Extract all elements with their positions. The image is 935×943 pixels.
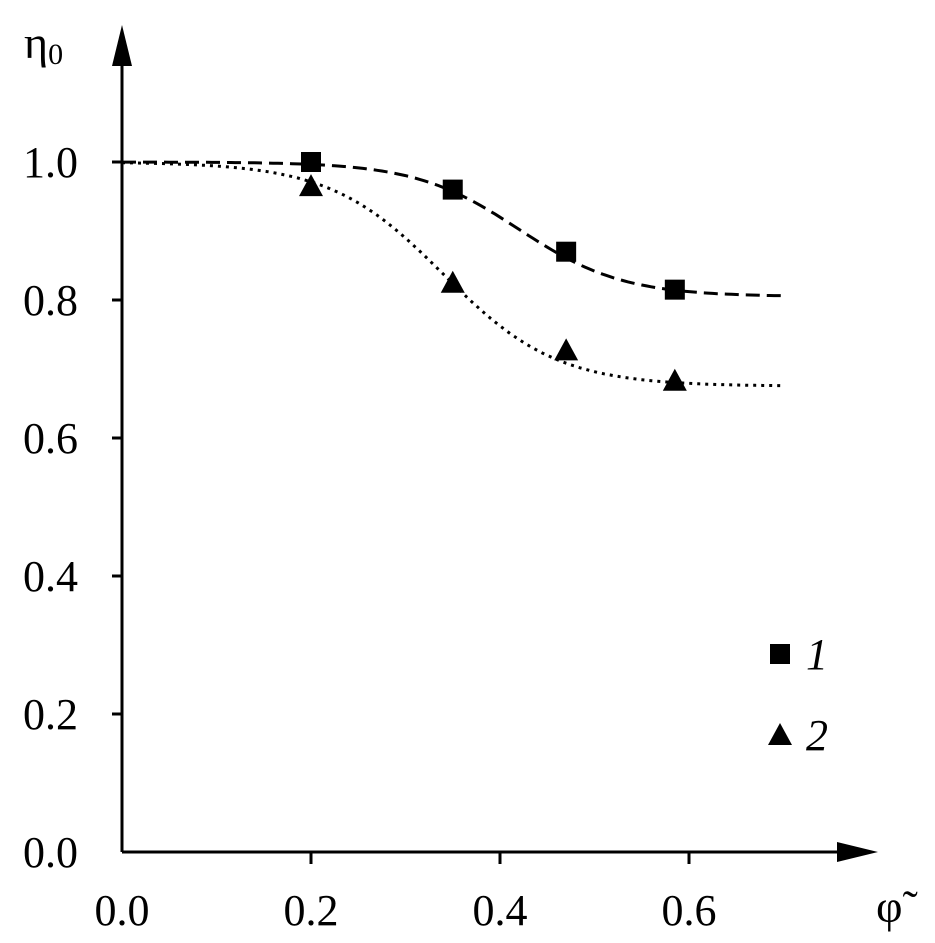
- data-point-series-1: [664, 279, 685, 300]
- y-tick-label: 0.0: [23, 828, 78, 877]
- data-point-series-1: [556, 241, 577, 262]
- data-point-series-2: [440, 270, 465, 293]
- data-point-series-2: [554, 338, 579, 361]
- legend-label-series-2: 2: [806, 711, 828, 760]
- legend: 12: [768, 630, 828, 760]
- data-point-series-1: [442, 179, 463, 200]
- axis-titles: η0 φ̃: [24, 17, 918, 932]
- data-point-series-2: [299, 174, 323, 197]
- x-axis-title: φ̃: [876, 881, 918, 932]
- y-tick-label: 0.4: [23, 552, 78, 601]
- y-ticks: 0.0 0.2 0.4 0.6 0.8 1.0: [23, 138, 122, 877]
- axes: [112, 25, 878, 862]
- x-axis-arrow: [837, 842, 878, 862]
- y-tick-label: 0.8: [23, 276, 78, 325]
- y-tick-label: 0.2: [23, 690, 78, 739]
- x-tick-label: 0.0: [95, 886, 150, 935]
- y-tick-label: 1.0: [23, 138, 78, 187]
- x-tick-label: 0.6: [662, 886, 717, 935]
- y-axis-arrow: [112, 25, 132, 66]
- data-point-series-1: [301, 152, 321, 172]
- legend-label-series-1: 1: [806, 630, 828, 679]
- y-axis-title: η0: [24, 17, 63, 71]
- legend-marker-series-2: [768, 723, 792, 745]
- y-tick-label: 0.6: [23, 414, 78, 463]
- data-point-series-2: [662, 368, 687, 391]
- data-markers: [299, 152, 687, 391]
- x-ticks: 0.0 0.2 0.4 0.6: [95, 852, 717, 935]
- x-tick-label: 0.4: [473, 886, 528, 935]
- legend-marker-series-1: [770, 644, 790, 664]
- x-tick-label: 0.2: [284, 886, 339, 935]
